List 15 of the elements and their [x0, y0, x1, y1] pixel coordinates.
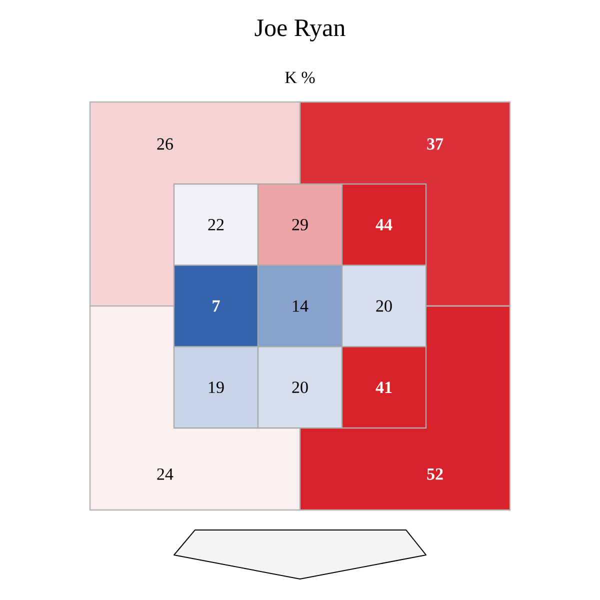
data-label: 7: [212, 300, 220, 312]
data-label: 20: [376, 300, 392, 312]
data-label: 14: [292, 300, 308, 312]
chart-subtitle: K %: [285, 72, 315, 84]
data-label: 19: [208, 382, 224, 394]
data-label: 52: [427, 468, 443, 480]
data-label: 29: [292, 218, 308, 230]
data-label: 37: [427, 138, 444, 150]
data-label: 20: [292, 382, 308, 394]
data-label: 26: [157, 138, 173, 150]
data-label: 24: [157, 468, 174, 480]
chart-title: Joe Ryan: [254, 20, 346, 42]
data-label: 41: [376, 382, 392, 393]
data-label: 44: [376, 219, 392, 230]
data-label: 22: [208, 219, 224, 230]
